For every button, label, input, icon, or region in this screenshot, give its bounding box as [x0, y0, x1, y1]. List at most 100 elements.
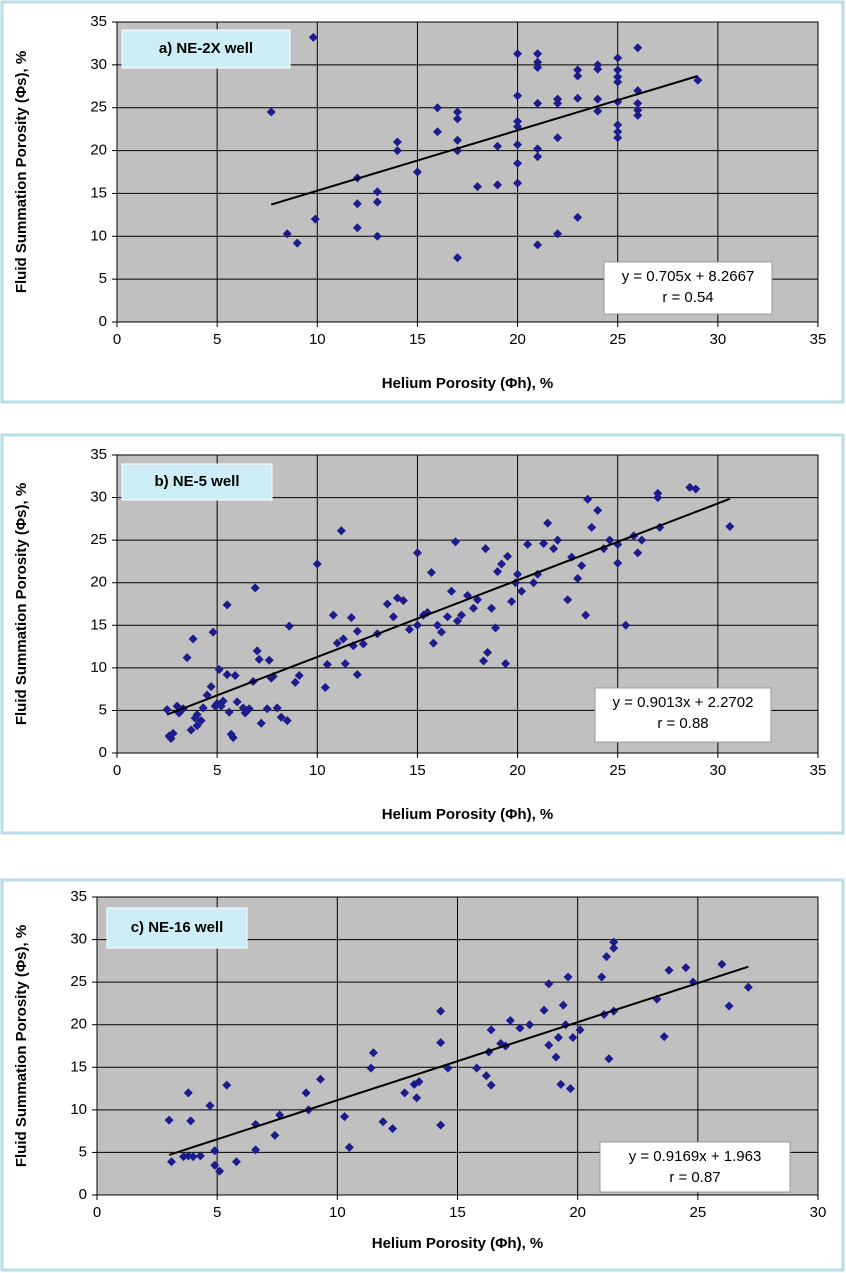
data-point	[621, 620, 631, 630]
x-tick-label: 30	[810, 1204, 827, 1221]
data-point	[358, 639, 368, 649]
x-tick-label: 5	[213, 1204, 221, 1221]
data-point	[533, 49, 543, 59]
data-point	[593, 505, 603, 515]
data-point	[565, 1084, 575, 1094]
data-point	[613, 120, 623, 130]
data-point	[372, 187, 382, 197]
data-point	[743, 982, 753, 992]
data-point	[222, 600, 232, 610]
data-point	[513, 49, 523, 59]
data-point	[404, 625, 414, 635]
title-box	[121, 29, 291, 69]
data-point	[336, 526, 346, 536]
data-point	[553, 229, 563, 239]
x-tick-label: 0	[113, 331, 121, 348]
data-point	[400, 1088, 410, 1098]
data-point	[340, 1112, 350, 1122]
data-point	[222, 1080, 232, 1090]
data-point	[346, 613, 356, 623]
data-point	[609, 937, 619, 947]
data-point	[633, 98, 643, 108]
data-point	[513, 178, 523, 188]
data-point	[452, 114, 462, 124]
x-axis-label: Helium Porosity (Φh), %	[382, 375, 554, 392]
data-point	[352, 223, 362, 233]
data-point	[481, 544, 491, 554]
data-point	[186, 1116, 196, 1126]
data-point	[432, 127, 442, 137]
annotation: r = 0.87	[669, 1169, 720, 1186]
x-tick-label: 20	[509, 331, 526, 348]
data-point	[205, 1101, 215, 1111]
data-point	[436, 1038, 446, 1048]
data-point	[543, 518, 553, 528]
data-point	[231, 1157, 241, 1167]
data-point	[215, 1166, 225, 1176]
data-point	[322, 659, 332, 669]
data-point	[428, 638, 438, 648]
data-point	[505, 1015, 515, 1025]
data-point	[446, 586, 456, 596]
data-point	[206, 682, 216, 692]
data-point	[553, 1032, 563, 1042]
data-point	[515, 1023, 525, 1033]
data-point	[513, 91, 523, 101]
data-point	[352, 199, 362, 209]
data-point	[412, 167, 422, 177]
data-point	[633, 105, 643, 115]
annotation: y = 0.9013x + 2.2702	[613, 694, 754, 711]
annotation: y = 0.705x + 8.2667	[622, 268, 755, 285]
x-tick-label: 10	[309, 331, 326, 348]
data-point	[192, 710, 202, 720]
y-tick-label: 20	[70, 1016, 87, 1033]
data-point	[164, 1115, 174, 1125]
data-point	[503, 551, 513, 561]
data-point	[513, 158, 523, 168]
data-point	[724, 1001, 734, 1011]
data-point	[573, 65, 583, 75]
data-point	[633, 110, 643, 120]
data-point	[609, 943, 619, 953]
data-point	[312, 559, 322, 569]
x-tick-label: 25	[609, 331, 626, 348]
data-point	[681, 963, 691, 973]
annotation: r = 0.54	[662, 289, 713, 306]
equation-box	[594, 687, 772, 743]
data-point	[338, 634, 348, 644]
data-point	[196, 716, 206, 726]
data-point	[412, 620, 422, 630]
data-point	[725, 522, 735, 532]
chart-title: b) NE-5 well	[154, 473, 239, 490]
y-tick-label: 10	[90, 227, 107, 244]
data-point	[228, 733, 238, 743]
data-point	[192, 721, 202, 731]
y-tick-label: 30	[90, 56, 107, 73]
data-point	[659, 1032, 669, 1042]
data-point	[529, 578, 539, 588]
data-point	[290, 677, 300, 687]
x-axis-label: Helium Porosity (Φh), %	[382, 806, 554, 823]
data-point	[316, 1074, 326, 1084]
data-point	[533, 144, 543, 154]
data-point	[533, 152, 543, 162]
data-point	[558, 1000, 568, 1010]
data-point	[182, 653, 192, 663]
data-point	[388, 612, 398, 622]
x-axis-label: Helium Porosity (Φh), %	[372, 1235, 544, 1252]
y-tick-label: 30	[90, 489, 107, 506]
data-point	[218, 696, 228, 706]
equation-box	[603, 261, 773, 315]
x-tick-label: 15	[449, 1204, 466, 1221]
data-point	[539, 1005, 549, 1015]
data-point	[613, 65, 623, 75]
data-point	[344, 1142, 354, 1152]
data-point	[414, 1077, 424, 1087]
data-point	[340, 659, 350, 669]
annotation: y = 0.9169x + 1.963	[629, 1148, 762, 1165]
data-point	[292, 238, 302, 248]
data-point	[366, 1063, 376, 1073]
data-point	[256, 718, 266, 728]
x-tick-label: 5	[213, 762, 221, 779]
